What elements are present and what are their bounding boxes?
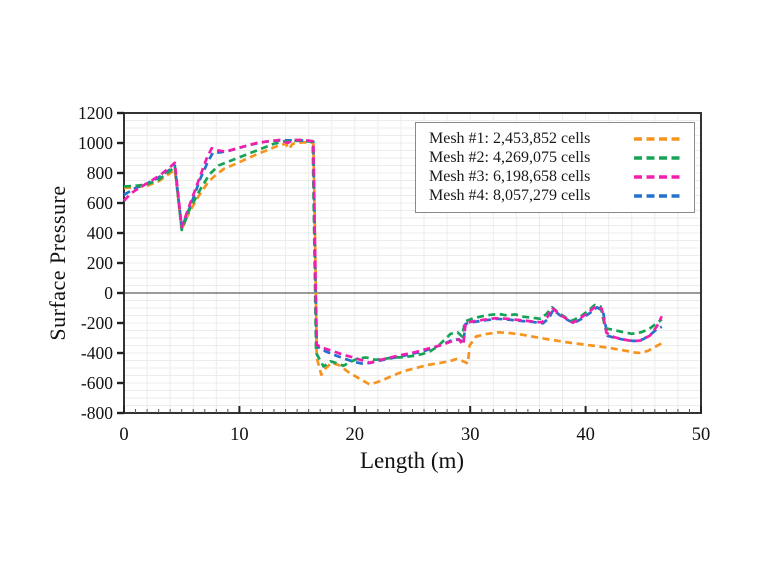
legend-item-label: Mesh #3: 6,198,658 cells [429,168,591,186]
y-tick-label: 1000 [78,133,113,153]
y-tick-label: 200 [87,253,114,273]
y-tick-label: 1200 [78,103,113,123]
y-tick-label: 400 [87,223,114,243]
y-tick-label: 0 [104,283,113,303]
y-tick-label: -800 [81,403,113,423]
x-tick-label: 10 [230,425,249,445]
legend-item: Mesh #2: 4,269,075 cells [429,148,682,167]
x-tick-label: 0 [119,425,128,445]
y-tick-label: -200 [81,313,113,333]
x-axis-title: Length (m) [359,448,465,473]
legend-item: Mesh #4: 8,057,279 cells [429,187,682,206]
legend-item-label: Mesh #1: 2,453,852 cells [429,129,591,147]
y-tick-label: -400 [81,343,113,363]
legend-item: Mesh #3: 6,198,658 cells [429,168,682,187]
legend-dash-swatch [634,136,682,141]
legend: Mesh #1: 2,453,852 cells Mesh #2: 4,269,0… [415,122,695,213]
legend-dash-swatch [634,175,682,179]
legend-dash-swatch [634,156,682,160]
series-line-mesh-1 [123,140,663,386]
y-tick-label: 800 [87,163,114,183]
x-tick-label: 50 [692,425,711,445]
series-line-mesh-3 [123,138,664,365]
legend-dash-swatch [634,194,682,199]
legend-item: Mesh #1: 2,453,852 cells [429,129,682,148]
series-line-mesh-2 [123,139,663,368]
y-axis-title: Surface Pressure [45,185,70,341]
y-tick-label: 600 [87,193,114,213]
legend-item-label: Mesh #2: 4,269,075 cells [429,148,591,166]
x-tick-label: 30 [461,425,480,445]
legend-item-label: Mesh #4: 8,057,279 cells [429,187,591,205]
x-tick-label: 40 [576,425,595,445]
x-tick-label: 20 [346,425,365,445]
y-tick-label: -600 [81,373,113,393]
